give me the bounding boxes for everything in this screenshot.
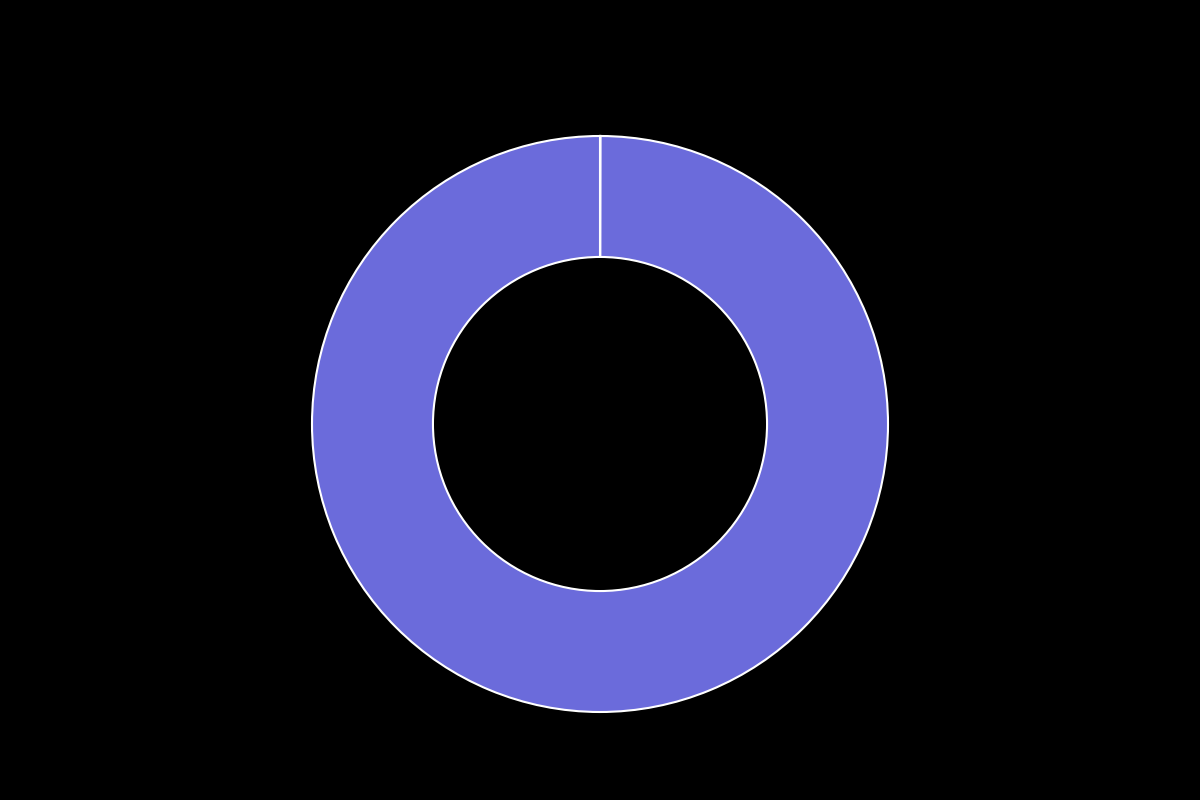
Wedge shape xyxy=(312,136,888,712)
Legend: , , , : , , , xyxy=(461,0,739,6)
